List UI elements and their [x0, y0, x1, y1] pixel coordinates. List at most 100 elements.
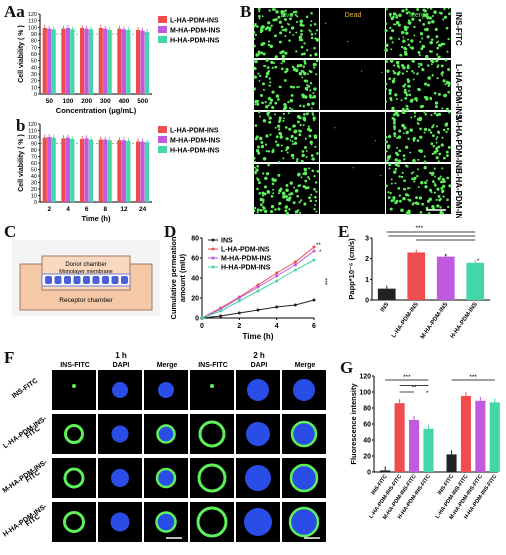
bar-H-HA-PDM-INS-FITC	[423, 428, 434, 472]
live-cell	[288, 107, 291, 110]
micro-image-dead	[320, 164, 385, 214]
live-cell	[252, 31, 256, 34]
micro-image-dead	[320, 8, 385, 58]
live-cell	[385, 100, 388, 103]
bar-H-HA-PDM-INS	[107, 140, 112, 202]
live-cell	[413, 176, 417, 180]
live-cell	[435, 41, 438, 44]
dead-cell	[347, 40, 349, 43]
live-cell	[441, 177, 445, 181]
y-tick-label: 30	[31, 181, 37, 187]
live-cell	[272, 188, 275, 191]
micro-image-dead	[320, 112, 385, 162]
live-cell	[278, 116, 282, 120]
live-cell	[425, 206, 429, 210]
live-cell	[402, 198, 405, 201]
y-tick-label: 10	[31, 194, 37, 200]
live-cell	[419, 105, 423, 109]
live-cell	[417, 123, 420, 126]
live-cell	[418, 54, 421, 57]
live-cell	[398, 38, 401, 41]
live-cell	[283, 117, 286, 120]
live-cell	[427, 128, 431, 132]
live-cell	[302, 52, 306, 56]
data-point	[219, 309, 223, 313]
live-cell	[274, 18, 278, 22]
panel-letter-G: G	[340, 358, 354, 377]
live-cell	[304, 186, 308, 190]
live-cell	[268, 77, 271, 80]
live-cell	[283, 106, 288, 110]
live-cell	[301, 153, 305, 158]
live-cell	[316, 152, 319, 155]
live-cell	[437, 177, 441, 181]
cell	[102, 276, 109, 284]
live-cell	[409, 99, 414, 103]
data-point	[219, 314, 223, 318]
y-tick-label: 60	[191, 256, 199, 263]
column-label: DAPI	[251, 362, 268, 369]
live-cell	[253, 206, 257, 210]
live-cell	[300, 29, 303, 33]
live-cell	[443, 156, 446, 160]
live-cell	[257, 50, 261, 54]
live-cell	[409, 128, 413, 132]
live-cell	[313, 207, 316, 211]
live-cell	[384, 48, 388, 52]
live-cell	[270, 60, 274, 64]
live-cell	[423, 127, 428, 131]
live-cell	[395, 15, 399, 19]
live-cell	[275, 135, 279, 139]
live-cell	[387, 146, 390, 150]
bar-L-HA-PDM-INS	[98, 139, 103, 202]
data-point	[237, 299, 241, 303]
live-cell	[257, 72, 260, 75]
live-cell	[252, 87, 256, 91]
live-cell	[285, 184, 289, 188]
dead-cell	[381, 71, 383, 74]
live-cell	[307, 125, 310, 128]
live-cell	[407, 137, 410, 140]
y-tick-label: 110	[28, 129, 37, 135]
live-cell	[271, 105, 275, 110]
live-cell	[274, 208, 277, 211]
legend-marker	[211, 265, 215, 269]
live-cell	[434, 175, 436, 178]
live-cell	[270, 24, 273, 27]
live-cell	[268, 40, 271, 43]
panel-letter-Aa: Aa	[4, 2, 25, 21]
y-tick-label: 90	[31, 32, 37, 38]
bar-L-HA-PDM-INS-FITC	[460, 396, 471, 472]
live-cell	[436, 125, 439, 128]
live-cell	[302, 124, 305, 127]
live-cell	[306, 186, 310, 190]
live-cell	[296, 209, 300, 212]
live-cell	[313, 175, 316, 178]
live-cell	[435, 141, 438, 144]
live-cell	[429, 40, 433, 45]
y-tick-label: 20	[31, 79, 37, 85]
live-cell	[306, 127, 311, 132]
live-cell	[310, 33, 314, 36]
live-cell	[295, 50, 298, 53]
live-cell	[315, 73, 318, 76]
live-cell	[290, 134, 294, 139]
live-cell	[292, 26, 295, 29]
live-cell	[413, 34, 416, 37]
dead-cell	[360, 70, 363, 72]
live-cell	[298, 71, 303, 76]
bar-L-HA-PDM-INS	[61, 138, 66, 202]
live-cell	[267, 43, 271, 47]
live-cell	[258, 10, 261, 13]
live-cell	[272, 192, 275, 195]
live-cell	[299, 199, 303, 202]
cell	[73, 276, 81, 284]
live-cell	[442, 18, 445, 21]
live-cell	[307, 176, 310, 179]
x-tick-label: H-HA-PDM-INS	[450, 302, 479, 340]
live-cell	[393, 120, 396, 124]
live-cell	[281, 28, 284, 32]
live-cell	[308, 196, 312, 200]
live-cell	[393, 170, 397, 174]
live-cell	[432, 134, 435, 137]
